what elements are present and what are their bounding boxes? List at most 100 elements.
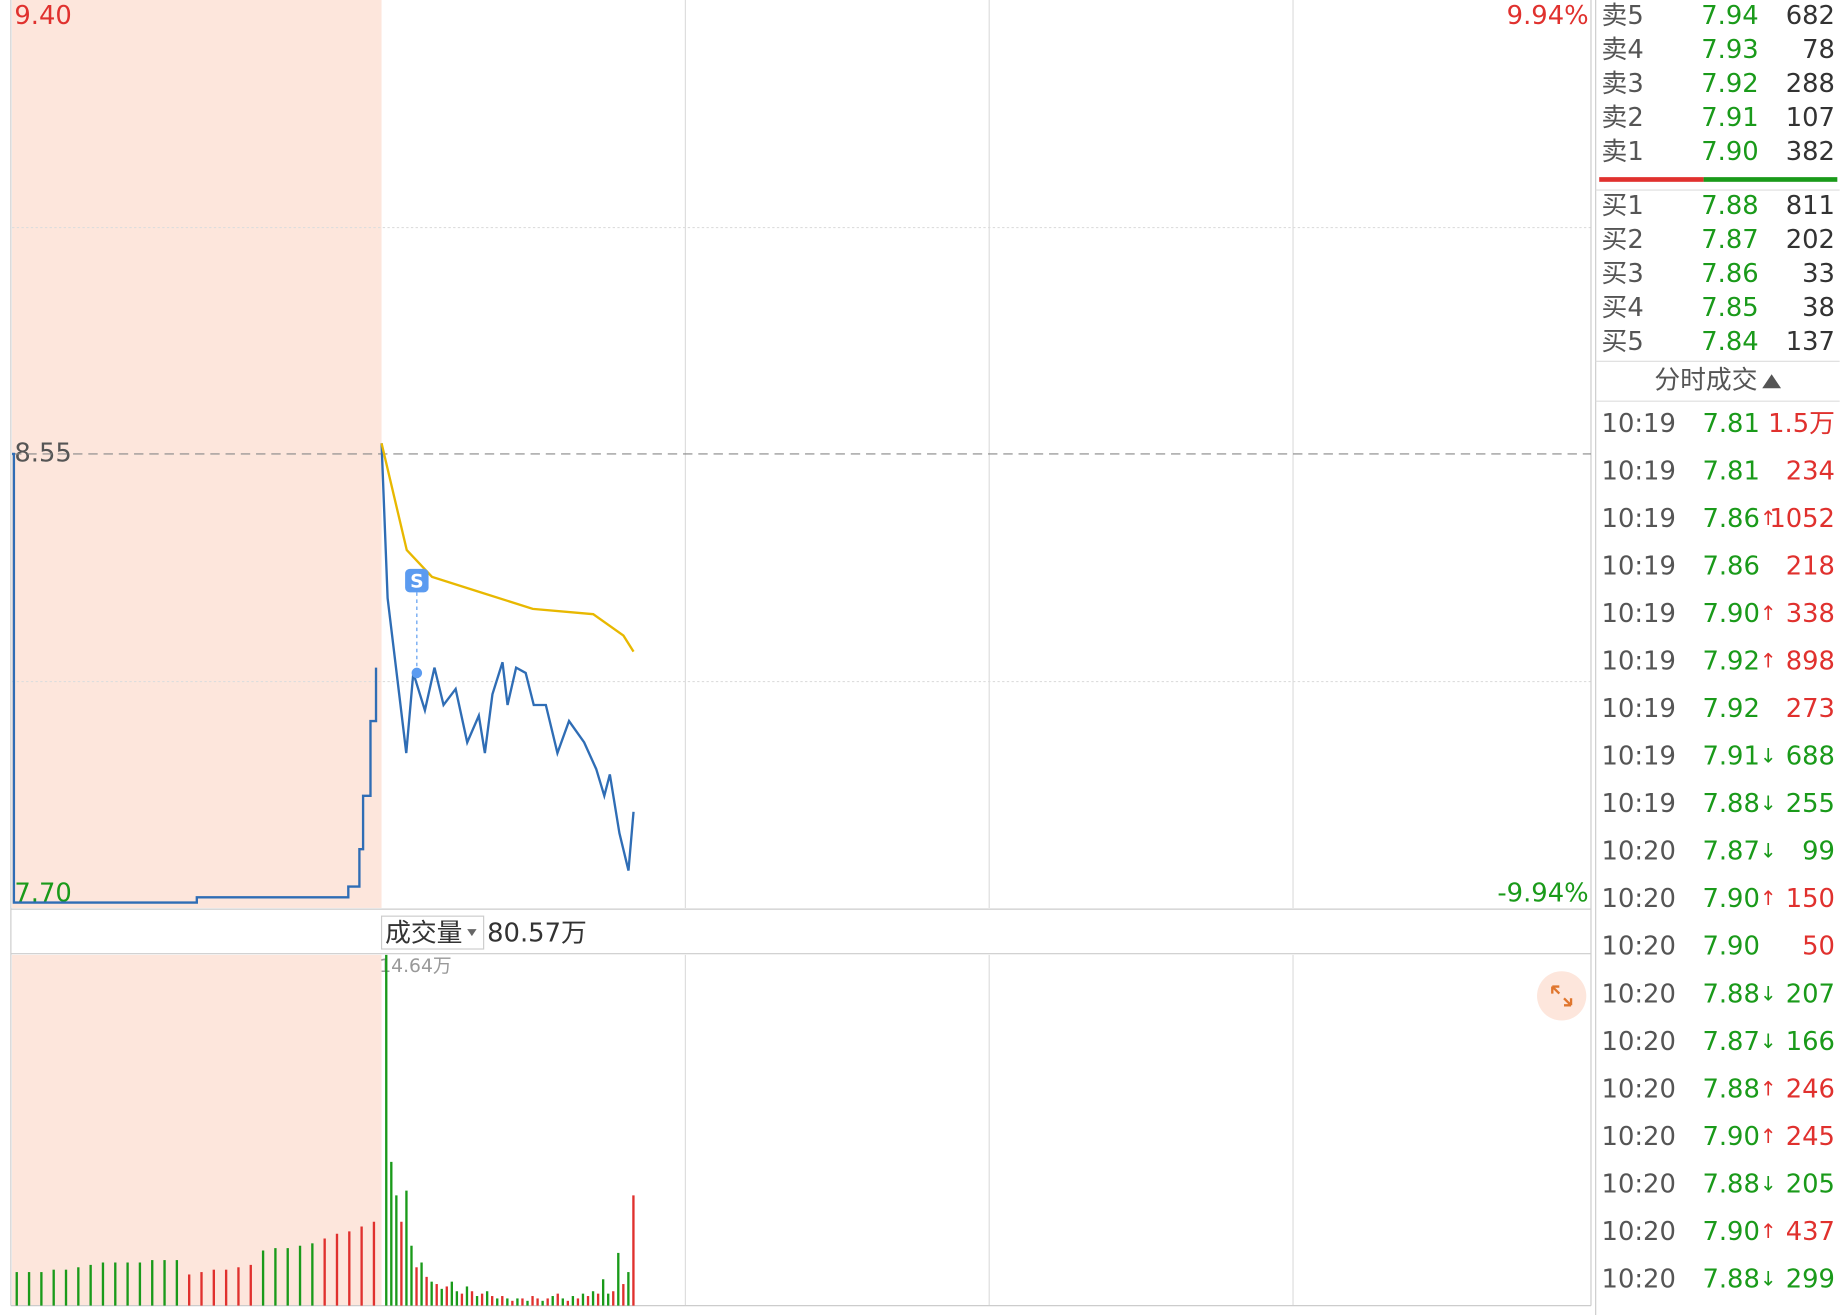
trade-volume: 205 <box>1786 1169 1835 1199</box>
trade-volume: 218 <box>1786 552 1835 582</box>
trade-time: 10:19 <box>1602 504 1676 534</box>
trade-arrow: ↓ <box>1760 1029 1777 1053</box>
order-volume: 33 <box>1802 259 1835 289</box>
order-label: 买1 <box>1602 191 1644 221</box>
volume-tick-label: 14.64万 <box>379 956 451 977</box>
order-volume: 811 <box>1786 191 1835 221</box>
trade-volume: 50 <box>1802 932 1835 962</box>
trade-volume: 299 <box>1786 1264 1835 1294</box>
order-price: 7.86 <box>1701 259 1758 289</box>
trade-price: 7.90 <box>1702 1217 1759 1247</box>
order-price: 7.88 <box>1701 191 1758 221</box>
trade-arrow: ↑ <box>1760 1219 1777 1243</box>
order-volume: 202 <box>1786 225 1835 255</box>
trade-volume: 437 <box>1786 1217 1835 1247</box>
trade-time: 10:19 <box>1602 552 1676 582</box>
trade-price: 7.90 <box>1702 884 1759 914</box>
expand-icon <box>1551 985 1573 1007</box>
trade-time: 10:20 <box>1602 979 1676 1009</box>
trade-time: 10:20 <box>1602 1074 1676 1104</box>
y2-tick-label: 9.94% <box>1507 1 1589 31</box>
trade-arrow: ↑ <box>1760 1076 1777 1100</box>
expand-button[interactable] <box>1537 971 1587 1021</box>
order-volume: 382 <box>1786 137 1835 167</box>
volume-label[interactable]: 成交量 <box>385 918 462 948</box>
y-tick-label: 9.40 <box>14 1 71 31</box>
frame <box>10 0 1597 1315</box>
marker-dot <box>411 667 423 679</box>
trade-arrow: ↑ <box>1760 506 1777 530</box>
trade-volume: 245 <box>1786 1122 1835 1152</box>
trade-price: 7.81 <box>1702 457 1759 487</box>
auction-shade <box>12 954 382 1306</box>
volume-current: 80.57万 <box>487 918 587 948</box>
trade-price: 7.88 <box>1702 1169 1759 1199</box>
volume-selector[interactable] <box>380 915 485 950</box>
trade-price: 7.86 <box>1702 552 1759 582</box>
trade-time: 10:20 <box>1602 1169 1676 1199</box>
trade-arrow: ↑ <box>1760 886 1777 910</box>
order-label: 买4 <box>1602 293 1644 323</box>
trade-price: 7.90 <box>1702 932 1759 962</box>
collapse-icon[interactable] <box>1762 374 1782 389</box>
trade-arrow: ↓ <box>1760 1171 1777 1195</box>
trade-price: 7.88 <box>1702 1264 1759 1294</box>
trade-time: 10:20 <box>1602 1122 1676 1152</box>
order-price: 7.91 <box>1701 103 1758 133</box>
order-label: 买3 <box>1602 259 1644 289</box>
trade-price: 7.81 <box>1702 409 1759 439</box>
trade-volume: 255 <box>1786 789 1835 819</box>
trade-time: 10:20 <box>1602 884 1676 914</box>
auction-line <box>12 452 378 904</box>
trade-time: 10:19 <box>1602 742 1676 772</box>
trade-volume: 99 <box>1802 837 1835 867</box>
trade-volume: 150 <box>1786 884 1835 914</box>
trade-arrow: ↓ <box>1760 839 1777 863</box>
order-label: 卖1 <box>1602 137 1644 167</box>
order-price: 7.84 <box>1701 327 1758 357</box>
trade-time: 10:20 <box>1602 932 1676 962</box>
order-price: 7.93 <box>1701 35 1758 65</box>
order-price: 7.87 <box>1701 225 1758 255</box>
trade-time: 10:20 <box>1602 837 1676 867</box>
order-volume: 288 <box>1786 69 1835 99</box>
order-volume: 38 <box>1802 293 1835 323</box>
order-label: 买5 <box>1602 327 1644 357</box>
dropdown-icon[interactable] <box>467 929 477 937</box>
trade-price: 7.88 <box>1702 789 1759 819</box>
trade-time: 10:19 <box>1602 789 1676 819</box>
trade-price: 7.86 <box>1702 504 1759 534</box>
marker-badge <box>405 568 429 593</box>
trade-price: 7.87 <box>1702 837 1759 867</box>
trade-price: 7.90 <box>1702 1122 1759 1152</box>
trade-time: 10:19 <box>1602 457 1676 487</box>
trade-time: 10:20 <box>1602 1264 1676 1294</box>
order-label: 卖5 <box>1602 1 1644 31</box>
order-volume: 78 <box>1802 35 1835 65</box>
trade-volume: 688 <box>1786 742 1835 772</box>
trade-time: 10:20 <box>1602 1217 1676 1247</box>
order-price: 7.90 <box>1701 137 1758 167</box>
order-label: 卖3 <box>1602 69 1644 99</box>
average-line <box>380 443 635 653</box>
trade-volume: 898 <box>1786 647 1835 677</box>
trade-time: 10:19 <box>1602 694 1676 724</box>
trade-arrow: ↓ <box>1760 981 1777 1005</box>
trade-time: 10:20 <box>1602 1027 1676 1057</box>
trades-title[interactable]: 分时成交 <box>1654 366 1757 396</box>
trade-volume: 1052 <box>1769 504 1835 534</box>
bid-bar <box>1703 177 1838 182</box>
trade-arrow: ↑ <box>1760 649 1777 673</box>
trade-volume: 246 <box>1786 1074 1835 1104</box>
order-volume: 137 <box>1786 327 1835 357</box>
ask-bar <box>1599 177 1704 182</box>
trade-price: 7.91 <box>1702 742 1759 772</box>
trade-arrow: ↓ <box>1760 791 1777 815</box>
trade-volume: 207 <box>1786 979 1835 1009</box>
y2-tick-label: -9.94% <box>1497 878 1588 908</box>
trade-volume: 1.5万 <box>1768 409 1835 439</box>
trade-arrow: ↓ <box>1760 744 1777 768</box>
trade-time: 10:19 <box>1602 409 1676 439</box>
price-line <box>380 443 635 871</box>
order-volume: 107 <box>1786 103 1835 133</box>
